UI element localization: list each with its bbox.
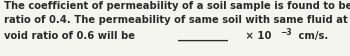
Text: ratio of 0.4. The permeability of same soil with same fluid at same temperature : ratio of 0.4. The permeability of same s…: [4, 15, 350, 25]
Text: The coefficient of permeability of a soil sample is found to be 1 × 10: The coefficient of permeability of a soi…: [4, 1, 350, 11]
Text: void ratio of 0.6 will be: void ratio of 0.6 will be: [4, 31, 139, 41]
Text: cm/s.: cm/s.: [295, 31, 328, 41]
Text: × 10: × 10: [242, 31, 272, 41]
Text: −3: −3: [280, 28, 292, 37]
Text: __________: __________: [177, 31, 228, 41]
